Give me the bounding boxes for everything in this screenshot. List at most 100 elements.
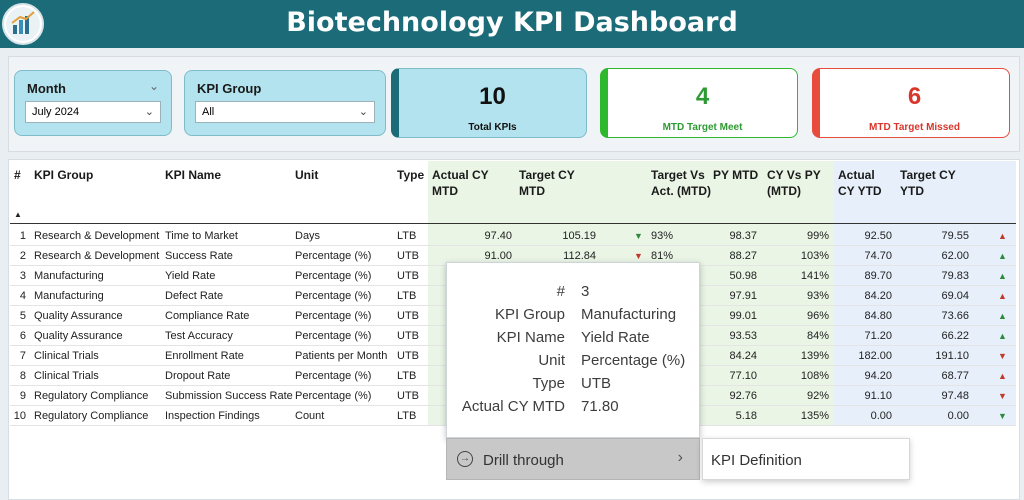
month-slicer: Month ⌄ July 2024 ⌄ xyxy=(14,70,172,136)
chevron-right-icon: › xyxy=(677,449,683,466)
table-header-divider xyxy=(10,223,1016,224)
cell-unit: Count xyxy=(295,410,325,422)
sort-ascending-icon[interactable]: ▲ xyxy=(14,210,22,219)
col-header-num[interactable]: # xyxy=(14,168,21,182)
kpi-group-dropdown[interactable]: All ⌄ xyxy=(195,101,375,123)
cell-group: Clinical Trials xyxy=(34,370,99,382)
cell-name: Inspection Findings xyxy=(165,410,260,422)
tooltip-key: Actual CY MTD xyxy=(461,398,565,415)
col-header-actual-mtd[interactable]: Actual CY MTD xyxy=(432,168,489,198)
cell-unit: Percentage (%) xyxy=(295,250,372,262)
cell-name: Compliance Rate xyxy=(165,310,250,322)
cell-cy-py: 93% xyxy=(806,290,829,302)
cell-type: UTB xyxy=(397,270,419,282)
cell-type: UTB xyxy=(397,250,419,262)
col-header-unit[interactable]: Unit xyxy=(295,168,319,182)
cell-target-mtd: 112.84 xyxy=(563,250,596,262)
mtd-target-missed-label: MTD Target Missed xyxy=(869,122,960,133)
cell-num: 1 xyxy=(19,230,26,242)
cell-cy-py: 103% xyxy=(800,250,829,262)
cell-tva: 81% xyxy=(651,250,674,262)
cell-actual-ytd: 182.00 xyxy=(858,350,892,362)
cell-cy-py: 108% xyxy=(800,370,829,382)
drill-through-icon: → xyxy=(457,451,473,467)
cell-cy-py: 84% xyxy=(806,330,829,342)
col-header-target-ytd[interactable]: Target CY YTD xyxy=(900,168,956,198)
cell-type: UTB xyxy=(397,390,419,402)
cell-group: Research & Development xyxy=(34,230,160,242)
table-row[interactable]: 2 Research & Development Success Rate Perce… xyxy=(10,246,1016,266)
cell-group: Manufacturing xyxy=(34,270,104,282)
mtd-target-meet-card: 4 MTD Target Meet xyxy=(600,68,798,138)
tooltip-value: Percentage (%) xyxy=(581,352,686,369)
cell-target-ytd: 69.04 xyxy=(941,290,969,302)
cell-target-ytd: 79.83 xyxy=(941,270,969,282)
cell-actual-ytd: 89.70 xyxy=(864,270,892,282)
kpi-group-dropdown-value: All xyxy=(202,106,215,118)
col-header-name[interactable]: KPI Name xyxy=(165,168,222,182)
kpi-group-slicer-label: KPI Group xyxy=(197,81,262,96)
cell-actual-ytd: 84.80 xyxy=(864,310,892,322)
cell-type: UTB xyxy=(397,310,419,322)
cell-type: LTB xyxy=(397,410,417,422)
cell-group: Regulatory Compliance xyxy=(34,390,149,402)
col-header-type[interactable]: Type xyxy=(397,168,425,182)
cell-target-mtd: 105.19 xyxy=(562,230,596,242)
tooltip-value: Yield Rate xyxy=(581,329,650,346)
arrow-up-icon: ▲ xyxy=(998,271,1007,281)
dashboard-header: Biotechnology KPI Dashboard xyxy=(0,0,1024,48)
tooltip-key: Type xyxy=(532,375,565,392)
cell-target-ytd: 66.22 xyxy=(941,330,969,342)
month-dropdown-value: July 2024 xyxy=(32,106,80,118)
tooltip-value: 71.80 xyxy=(581,398,619,415)
col-header-target-mtd[interactable]: Target CY MTD xyxy=(519,168,575,198)
cell-unit: Percentage (%) xyxy=(295,310,372,322)
cell-target-ytd: 79.55 xyxy=(941,230,969,242)
cell-py-mtd: 98.37 xyxy=(729,230,757,242)
cell-group: Clinical Trials xyxy=(34,350,99,362)
col-header-group[interactable]: KPI Group xyxy=(34,168,94,182)
cell-target-ytd: 62.00 xyxy=(941,250,969,262)
arrow-down-icon: ▼ xyxy=(634,251,643,261)
collapse-chevron-icon[interactable]: ⌄ xyxy=(148,79,159,93)
month-dropdown[interactable]: July 2024 ⌄ xyxy=(25,101,161,123)
arrow-up-icon: ▲ xyxy=(998,231,1007,241)
col-header-actual-ytd[interactable]: Actual CY YTD xyxy=(838,168,882,198)
cell-target-ytd: 191.10 xyxy=(935,350,969,362)
col-header-cy-py-mtd[interactable]: CY Vs PY (MTD) xyxy=(767,168,821,198)
mtd-target-missed-card: 6 MTD Target Missed xyxy=(812,68,1010,138)
cell-name: Dropout Rate xyxy=(165,370,231,382)
cell-py-mtd: 99.01 xyxy=(729,310,757,322)
cell-py-mtd: 5.18 xyxy=(735,410,757,422)
cell-actual-mtd: 91.00 xyxy=(484,250,512,262)
cell-actual-ytd: 0.00 xyxy=(870,410,892,422)
cell-type: UTB xyxy=(397,330,419,342)
cell-actual-mtd: 97.40 xyxy=(484,230,512,242)
submenu-kpi-definition[interactable]: KPI Definition xyxy=(702,438,910,480)
cell-num: 10 xyxy=(13,410,26,422)
mtd-target-meet-label: MTD Target Meet xyxy=(662,122,743,133)
cell-type: LTB xyxy=(397,290,417,302)
cell-actual-ytd: 94.20 xyxy=(864,370,892,382)
cell-cy-py: 92% xyxy=(806,390,829,402)
tooltip-key: # xyxy=(556,283,565,300)
cell-cy-py: 96% xyxy=(806,310,829,322)
table-row[interactable]: 1 Research & Development Time to Market Day… xyxy=(10,226,1016,246)
cell-type: LTB xyxy=(397,370,417,382)
mtd-target-meet-value: 4 xyxy=(695,83,710,110)
cell-unit: Percentage (%) xyxy=(295,290,372,302)
arrow-down-icon: ▼ xyxy=(998,351,1007,361)
total-kpis-label: Total KPIs xyxy=(468,122,517,133)
cell-tva: 93% xyxy=(651,230,674,242)
cell-num: 7 xyxy=(19,350,26,362)
cell-unit: Percentage (%) xyxy=(295,270,372,282)
tooltip-value: UTB xyxy=(581,375,611,392)
context-menu-drill-through[interactable]: → Drill through › xyxy=(446,438,700,480)
table-row[interactable]: 3 Manufacturing Yield Rate Percentage (%) UT… xyxy=(10,266,1016,286)
cell-name: Success Rate xyxy=(165,250,233,262)
cell-group: Quality Assurance xyxy=(34,310,123,322)
cell-name: Submission Success Rate xyxy=(165,390,293,402)
col-header-tva-mtd[interactable]: Target Vs Act. (MTD) xyxy=(651,168,711,198)
chevron-down-icon: ⌄ xyxy=(144,106,154,118)
col-header-py-mtd[interactable]: PY MTD xyxy=(713,168,759,182)
